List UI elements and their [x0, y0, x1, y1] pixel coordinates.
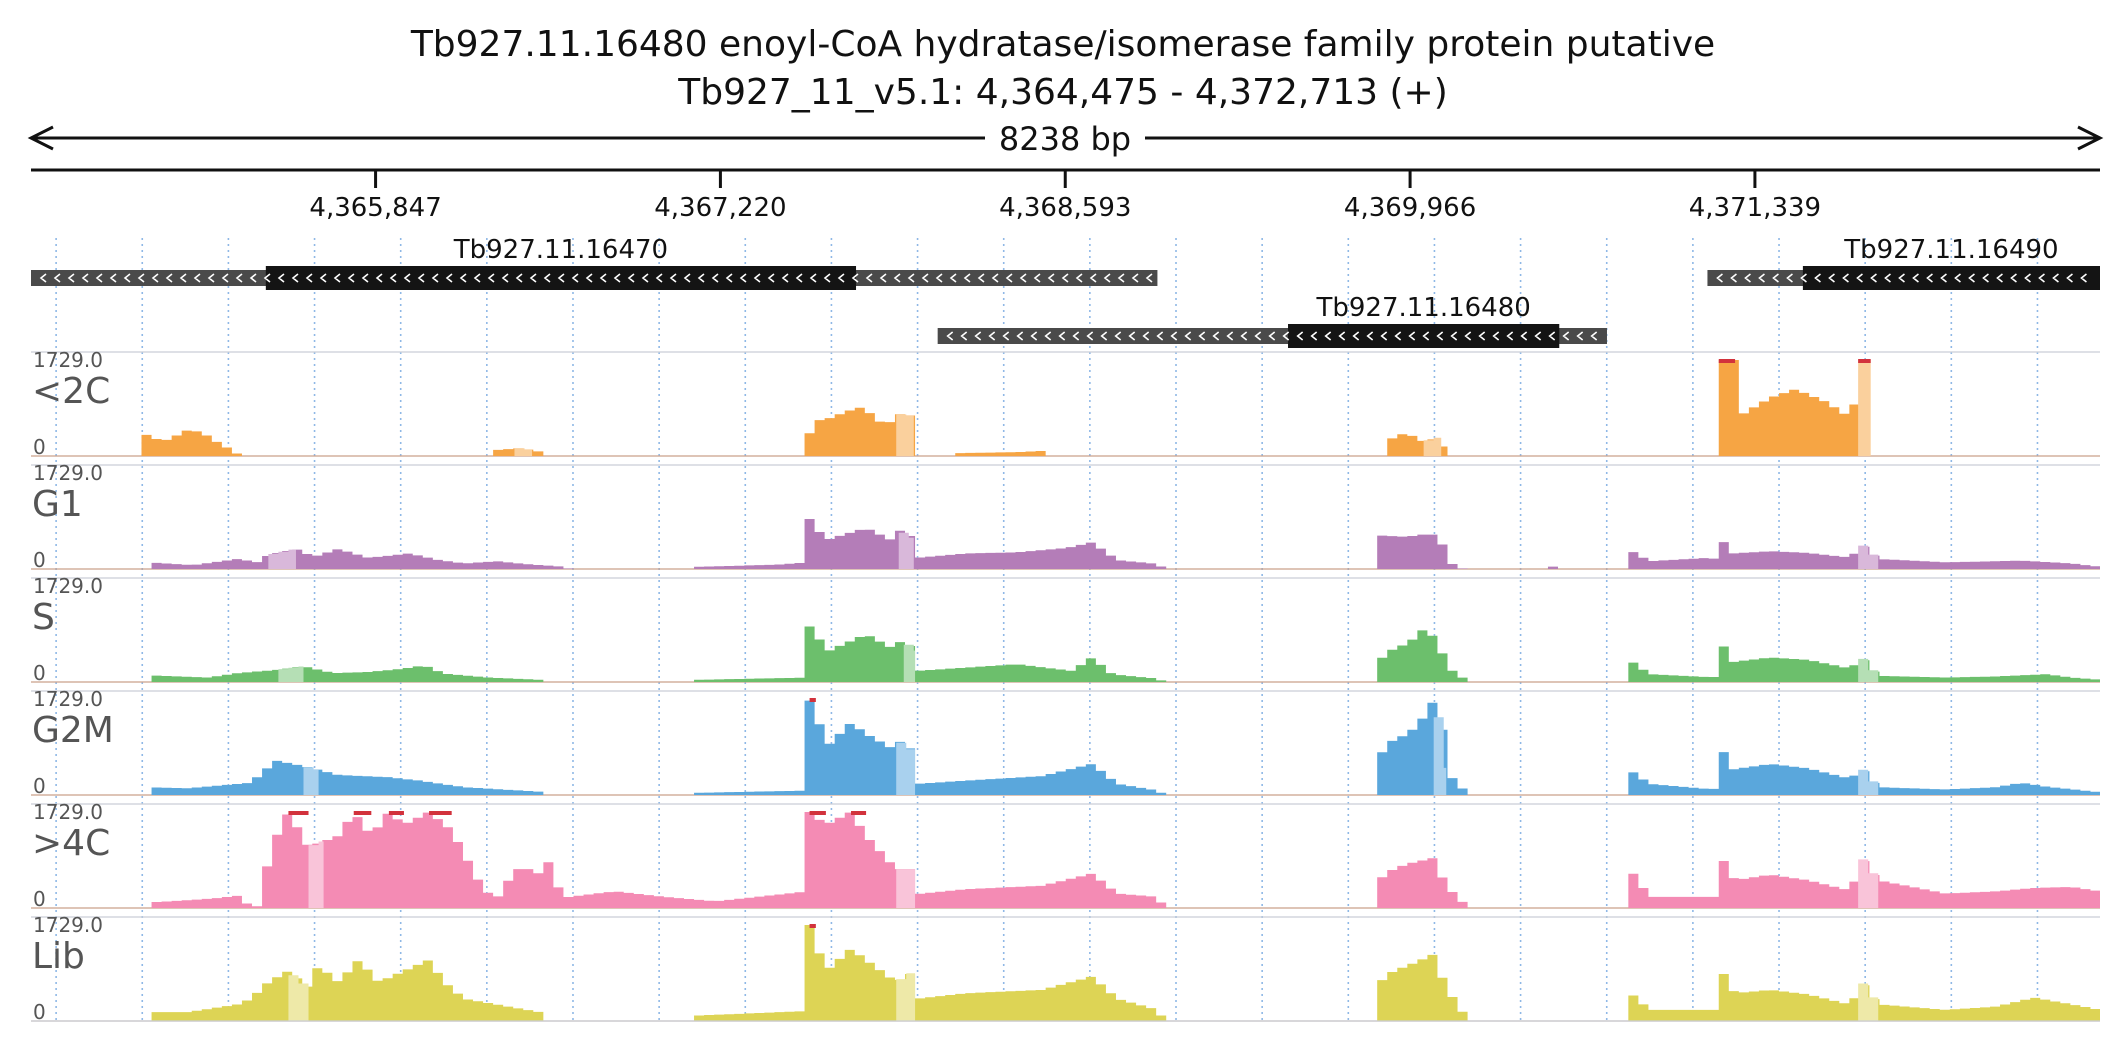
coverage-light-segment: [288, 975, 309, 1021]
x-tick-label: 4,369,966: [1344, 193, 1476, 223]
y-min-label: 0: [33, 887, 46, 911]
scale-layer: 8238 bp 4,365,847 4,367,220 4,368,593 4,369,…: [27, 120, 2104, 1022]
coverage-track: 1729.0S 0: [31, 574, 2100, 685]
coverage-light-segment: [1858, 859, 1879, 908]
y-max-label: 1729.0: [33, 913, 103, 937]
gene-strand-arrows: [946, 331, 1598, 341]
coverage-light-segment: [898, 532, 914, 569]
coverage-area: [31, 700, 2100, 795]
gene-annotation-layer: Tb927.11.16470 Tb927.11.16480 Tb927.11.164…: [31, 235, 2100, 348]
gene-strand-arrows: [1716, 273, 2087, 283]
chart-subtitle: Tb927_11_v5.1: 4,364,475 - 4,372,713 (+): [678, 72, 1448, 113]
coverage-light-segment: [1858, 360, 1871, 456]
gene-cds-bar: [1802, 266, 2100, 290]
chart-title: Tb927.11.16480 enoyl-CoA hydratase/isome…: [410, 24, 1716, 65]
coverage-light-segment: [1858, 545, 1879, 569]
gene-strand-arrows: [39, 273, 1153, 283]
x-tick-label: 4,368,593: [999, 193, 1131, 223]
coverage-light-segment: [278, 666, 304, 682]
x-tick-label: 4,365,847: [309, 193, 441, 223]
y-max-label: 1729.0: [33, 574, 103, 598]
coverage-light-segment: [1858, 983, 1879, 1021]
coverage-light-segment: [514, 448, 533, 456]
y-min-label: 0: [33, 548, 46, 572]
y-max-label: 1729.0: [33, 800, 103, 824]
coverage-light-segment: [1423, 437, 1442, 456]
track-name: G1: [32, 484, 83, 525]
coverage-light-segment: [1858, 658, 1879, 682]
coverage-track: 1729.0G1 0: [31, 461, 2100, 572]
gene-cds-bar: [265, 266, 857, 290]
coverage-light-segment: [903, 644, 916, 682]
track-name: <2C: [32, 371, 110, 412]
span-length-label: 8238 bp: [999, 120, 1131, 158]
coverage-track: 1729.0>4C 0: [31, 800, 2100, 911]
gene-label: Tb927.11.16480: [1315, 293, 1530, 323]
clipped-peak-marker: [388, 811, 404, 815]
track-name: G2M: [32, 710, 114, 751]
clipped-peak-marker: [809, 698, 816, 702]
y-max-label: 1729.0: [33, 687, 103, 711]
clipped-peak-marker: [288, 811, 309, 815]
span-arrowhead-right: [2077, 125, 2104, 151]
coverage-area: [31, 519, 2100, 569]
clipped-peak-marker: [809, 811, 826, 815]
clipped-peak-marker: [429, 811, 452, 815]
clipped-peak-marker: [851, 811, 867, 815]
y-max-label: 1729.0: [33, 348, 103, 372]
span-arrowhead-left: [27, 125, 54, 151]
clipped-peak-marker: [353, 811, 372, 815]
y-max-label: 1729.0: [33, 461, 103, 485]
gene-label: Tb927.11.16470: [453, 235, 668, 265]
x-tick-label: 4,371,339: [1689, 193, 1821, 223]
gene-label: Tb927.11.16490: [1843, 235, 2058, 265]
coverage-light-segment: [1858, 769, 1879, 795]
coverage-light-segment: [896, 414, 914, 456]
coverage-light-segment: [303, 767, 319, 795]
coverage-area: [31, 925, 2100, 1021]
coverage-light-segment: [1433, 717, 1447, 795]
coverage-light-segment: [896, 973, 916, 1021]
coverage-light-segment: [308, 841, 324, 908]
track-name: Lib: [32, 936, 85, 977]
y-min-label: 0: [33, 1000, 46, 1024]
y-min-label: 0: [33, 661, 46, 685]
clipped-peak-marker: [809, 924, 816, 928]
clipped-peak-marker: [1858, 359, 1871, 363]
coverage-light-segment: [896, 869, 916, 908]
track-name: >4C: [32, 823, 110, 864]
x-tick-label: 4,367,220: [654, 193, 786, 223]
coverage-tracks: 1729.0<2C01729.0G101729.0S01729.0G2M0172…: [31, 348, 2100, 1024]
clipped-peak-marker: [1718, 359, 1736, 363]
coverage-light-segment: [896, 742, 916, 795]
coverage-area: [31, 812, 2100, 908]
track-name: S: [32, 597, 55, 638]
y-min-label: 0: [33, 774, 46, 798]
y-min-label: 0: [33, 435, 46, 459]
coverage-light-segment: [268, 549, 296, 569]
coverage-area: [31, 626, 2100, 682]
coverage-track: 1729.0<2C 0: [31, 348, 2100, 459]
coverage-area: [31, 360, 2100, 456]
